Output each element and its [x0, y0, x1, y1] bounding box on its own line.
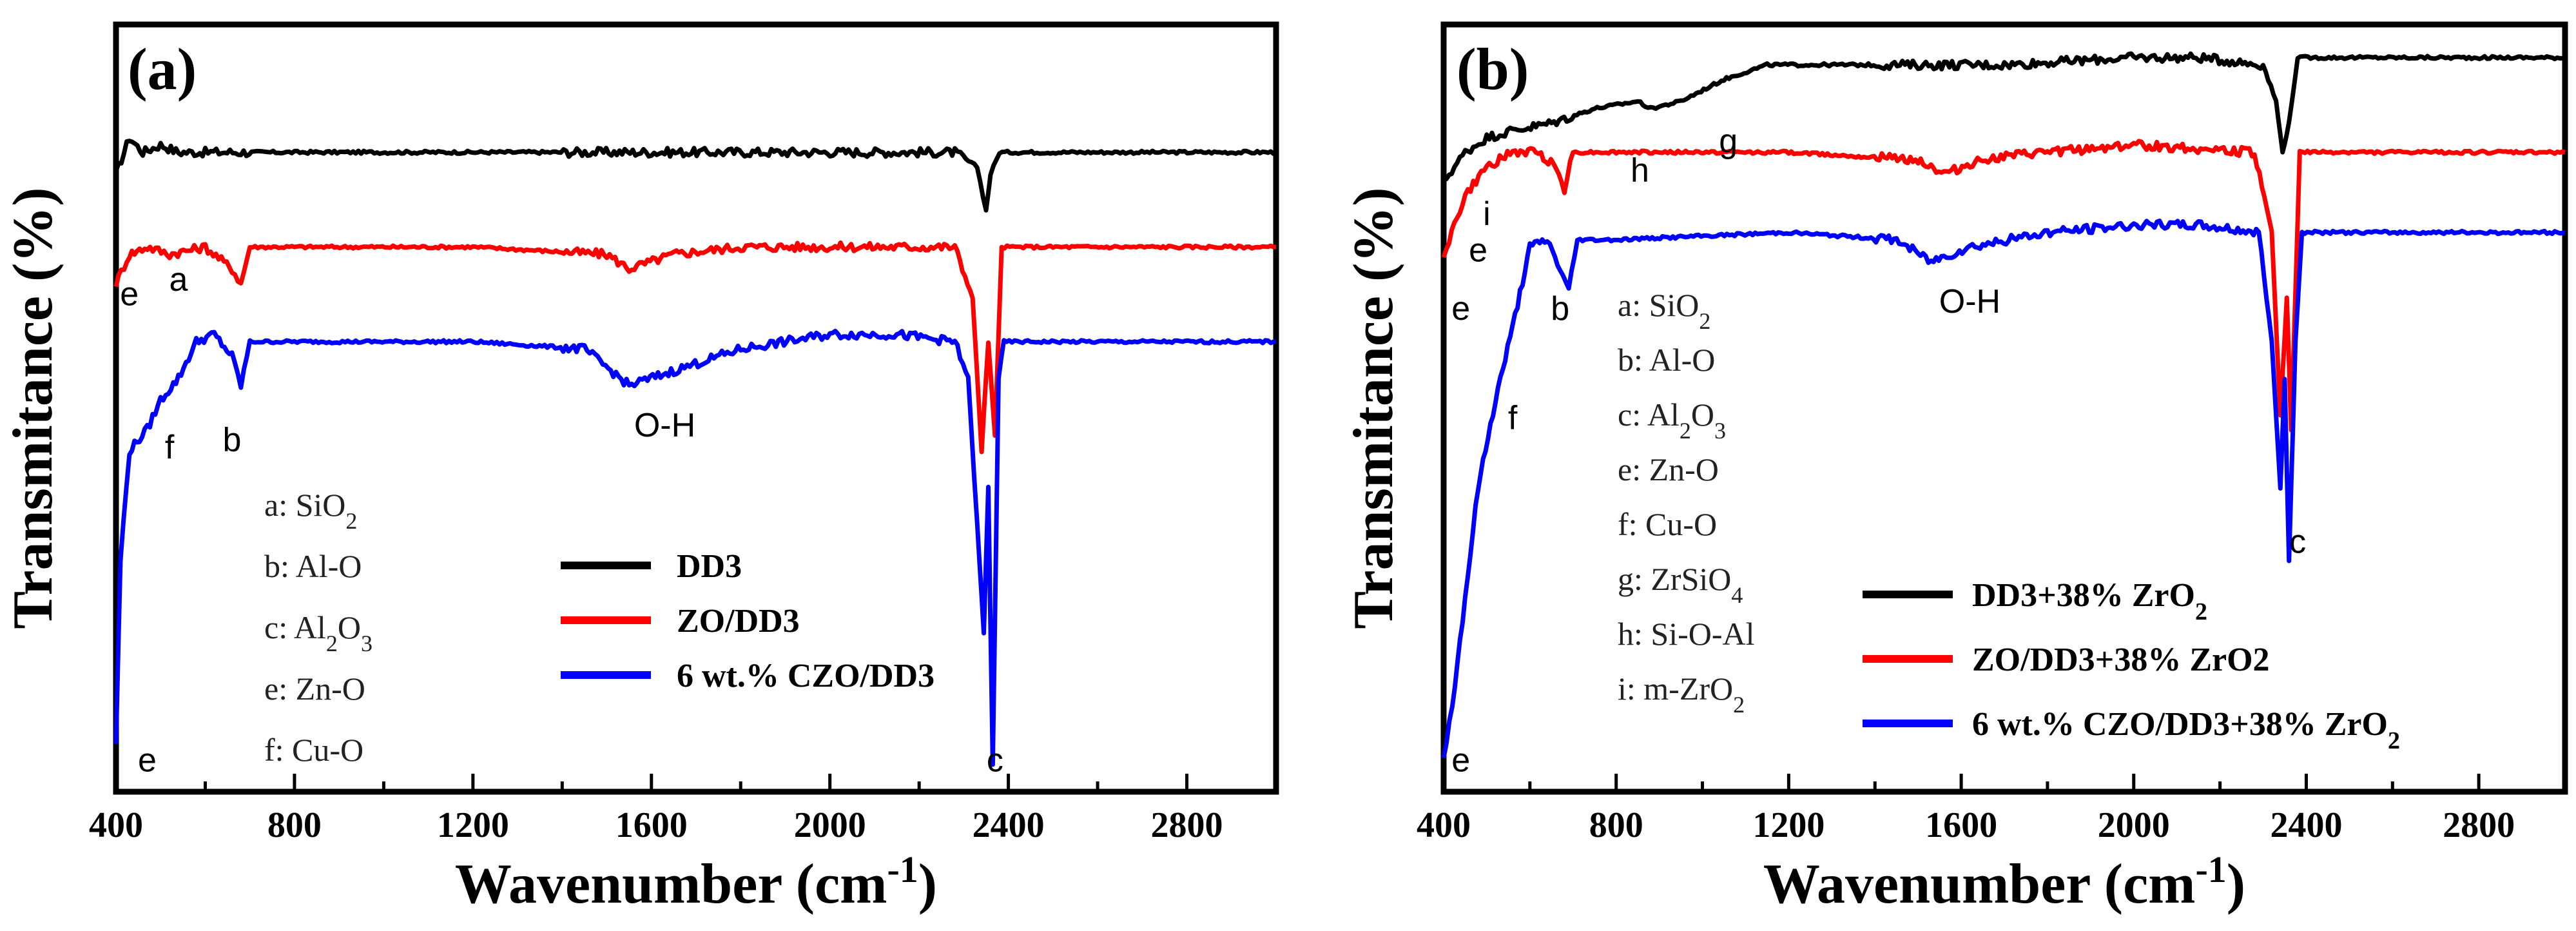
x-tick-label: 800: [1589, 805, 1643, 845]
panel-a-annotations: aef b O-He c: [120, 261, 1003, 779]
peak-annotation: e: [1451, 290, 1470, 328]
x-tick-label: 2800: [1151, 805, 1223, 845]
peak-annotation: c: [987, 742, 1003, 779]
panel-b-frame: [1440, 21, 2568, 795]
legend-a-label-dd3: DD3: [677, 548, 742, 585]
series-line-1: [113, 139, 1277, 213]
panel-b-y-axis-title: Transmitance (%): [1342, 187, 1405, 629]
x-tick-label: 2000: [2098, 805, 2170, 845]
panel-a-series: [113, 139, 1277, 767]
peak-annotation: c: [2289, 524, 2306, 561]
assignment-b-panel-c-al2o3: c: Al2O3: [1618, 397, 1726, 444]
peak-annotation: f: [1508, 400, 1518, 437]
x-tick-label: 1600: [1925, 805, 1997, 845]
panel-b-legend: DD3+38% ZrO2 ZO/DD3+38% ZrO2 6 wt.% CZO/…: [1863, 577, 2400, 754]
panel-a-assignments: a: SiO2 b: Al-O c: Al2O3 e: Zn-O f: Cu-O: [264, 487, 373, 768]
series-line-2: [113, 240, 1277, 455]
peak-annotation: h: [1631, 152, 1649, 189]
assignment-b-panel-g-zrsio4: g: ZrSiO4: [1618, 561, 1743, 608]
series-line-1: [1442, 51, 2566, 182]
panel-a-label: (a): [128, 36, 197, 102]
peak-annotation: O-H: [634, 407, 695, 444]
assignment-b-panel-h-sioal: h: Si-O-Al: [1618, 616, 1755, 652]
x-tick-label: 800: [267, 805, 322, 845]
assignment-b-panel-e-zno: e: Zn-O: [1618, 451, 1719, 487]
legend-a-label-czo: 6 wt.% CZO/DD3: [677, 658, 935, 694]
panel-b-label: (b): [1457, 36, 1529, 102]
peak-annotation: b: [1551, 290, 1569, 328]
assignment-b-panel-i-mzro2: i: m-ZrO2: [1618, 671, 1745, 718]
series-line-3: [1441, 219, 2566, 759]
series-line-3: [113, 328, 1277, 767]
peak-annotation: e: [138, 742, 157, 779]
x-tick-label: 1200: [437, 805, 509, 845]
assignment-b-panel-f-cuo: f: Cu-O: [1618, 506, 1717, 542]
series-line-2: [1441, 139, 2566, 433]
x-tick-label: 2400: [2270, 805, 2342, 845]
assignment-a-siO2: a: SiO2: [264, 487, 357, 534]
peak-annotation: b: [223, 422, 242, 459]
peak-annotation: e: [1469, 232, 1487, 270]
x-tick-label: 400: [89, 805, 143, 845]
assignment-b-alo: b: Al-O: [264, 548, 362, 584]
panel-a: (a) 400 800 1200 1600 2000 2400 2800 aef b O-He c…: [2, 21, 1279, 916]
x-tick-label: 1600: [615, 805, 688, 845]
panel-b-assignments: a: SiO2 b: Al-O c: Al2O3 e: Zn-O f: Cu-O…: [1618, 287, 1755, 718]
peak-annotation: g: [1719, 122, 1738, 160]
x-tick-label: 2800: [2443, 805, 2515, 845]
assignment-c-al2o3: c: Al2O3: [264, 609, 373, 656]
panel-a-ticks: [114, 774, 1278, 792]
assignment-e-zno: e: Zn-O: [264, 671, 365, 707]
panel-b-x-axis-title: Wavenumber (cm-1): [1763, 848, 2245, 916]
panel-b-series: [1441, 51, 2566, 759]
legend-b-label-dd3: DD3+38% ZrO2: [1972, 577, 2207, 625]
peak-annotation: i: [1483, 195, 1491, 233]
x-tick-label: 400: [1417, 805, 1471, 845]
panel-a-frame: [113, 21, 1279, 795]
assignment-f-cuo: f: Cu-O: [264, 732, 363, 768]
x-tick-label: 1200: [1752, 805, 1825, 845]
peak-annotation: f: [165, 429, 175, 466]
peak-annotation: O-H: [1939, 283, 2000, 320]
x-tick-label: 2400: [973, 805, 1045, 845]
panel-a-legend: DD3 ZO/DD3 6 wt.% CZO/DD3: [561, 548, 935, 694]
legend-b-label-czo: 6 wt.% CZO/DD3+38% ZrO2: [1972, 706, 2400, 754]
legend-b-label-zo: ZO/DD3+38% ZrO2: [1972, 642, 2270, 678]
assignment-b-panel-a-sio2: a: SiO2: [1618, 287, 1710, 334]
panel-b-ticks: [1442, 774, 2567, 792]
peak-annotation: e: [120, 276, 139, 313]
panel-a-y-axis-title: Transmitance (%): [2, 187, 64, 629]
legend-a-label-zo: ZO/DD3: [677, 603, 800, 640]
x-tick-label: 2000: [794, 805, 866, 845]
peak-annotation: a: [169, 261, 188, 299]
peak-annotation: e: [1451, 742, 1470, 779]
panel-b-tick-labels: 400 800 1200 1600 2000 2400 2800: [1417, 805, 2515, 845]
panel-a-tick-labels: 400 800 1200 1600 2000 2400 2800: [89, 805, 1223, 845]
panel-a-x-axis-title: Wavenumber (cm-1): [455, 848, 937, 916]
assignment-b-panel-b-alo: b: Al-O: [1618, 342, 1715, 378]
